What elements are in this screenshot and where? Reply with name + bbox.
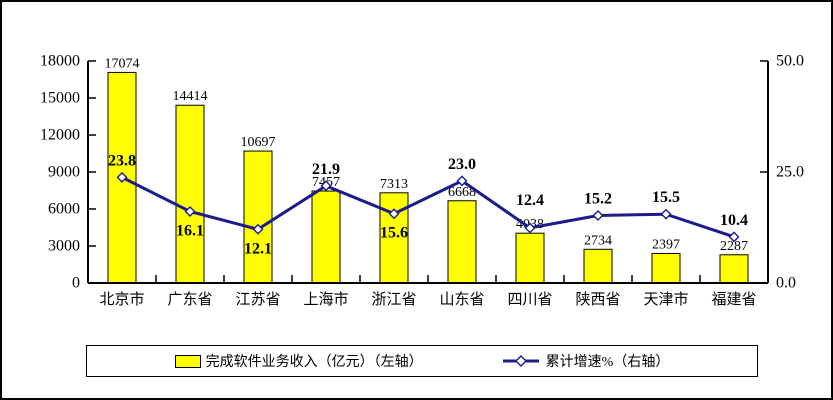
growth-marker bbox=[388, 208, 400, 220]
growth-value-label: 23.0 bbox=[448, 156, 476, 173]
growth-marker bbox=[592, 210, 604, 222]
legend-diamond-icon bbox=[514, 355, 527, 367]
growth-marker bbox=[252, 223, 264, 235]
growth-value-label: 15.2 bbox=[584, 191, 612, 208]
bar-value-label: 2287 bbox=[720, 239, 748, 254]
left-tick-label: 15000 bbox=[40, 90, 80, 107]
category-label: 浙江省 bbox=[371, 291, 416, 308]
left-tick-label: 3000 bbox=[48, 238, 80, 255]
growth-marker bbox=[728, 231, 740, 243]
bar-福建省 bbox=[719, 254, 749, 284]
legend-label-revenue: 完成软件业务收入（亿元）（左轴） bbox=[205, 355, 423, 370]
category-label: 广东省 bbox=[167, 291, 212, 308]
bar-江苏省 bbox=[243, 150, 273, 284]
growth-marker bbox=[524, 222, 536, 234]
growth-value-label: 16.1 bbox=[176, 223, 204, 240]
growth-line bbox=[121, 175, 735, 239]
left-tick-label: 6000 bbox=[48, 201, 80, 218]
category-label: 天津市 bbox=[643, 291, 688, 308]
category-label: 陕西省 bbox=[575, 291, 620, 308]
right-tick-label: 25.0 bbox=[776, 164, 804, 181]
bar-value-label: 14414 bbox=[173, 89, 208, 104]
bar-四川省 bbox=[515, 232, 545, 284]
legend-label-growth: 累计增速%（右轴） bbox=[545, 355, 670, 370]
growth-value-label: 12.4 bbox=[516, 192, 544, 209]
category-label: 四川省 bbox=[507, 291, 552, 308]
revenue-bar-swatch-icon bbox=[174, 354, 201, 368]
bar-上海市 bbox=[311, 190, 341, 284]
left-tick-label: 18000 bbox=[40, 53, 80, 70]
legend: 完成软件业务收入（亿元）（左轴） 累计增速%（右轴） bbox=[86, 345, 758, 377]
bar-广东省 bbox=[175, 104, 205, 284]
left-tick-label: 9000 bbox=[48, 164, 80, 181]
growth-marker bbox=[116, 171, 128, 183]
bar-value-label: 2397 bbox=[652, 237, 680, 252]
right-tick-label: 0.0 bbox=[776, 275, 796, 292]
bar-value-label: 10697 bbox=[241, 135, 276, 150]
category-label: 江苏省 bbox=[235, 291, 280, 308]
bar-天津市 bbox=[651, 252, 681, 284]
growth-value-label: 15.6 bbox=[380, 225, 408, 242]
growth-line-icon bbox=[502, 355, 539, 367]
growth-value-label: 23.8 bbox=[108, 152, 136, 169]
growth-marker bbox=[184, 206, 196, 218]
bar-山东省 bbox=[447, 200, 477, 284]
bar-value-label: 6668 bbox=[448, 185, 476, 200]
bar-value-label: 17074 bbox=[105, 56, 140, 71]
growth-value-label: 12.1 bbox=[244, 240, 272, 257]
category-label: 上海市 bbox=[303, 291, 348, 308]
growth-value-label: 10.4 bbox=[720, 212, 748, 229]
category-label: 山东省 bbox=[439, 291, 484, 308]
growth-marker bbox=[660, 208, 672, 220]
growth-marker bbox=[320, 180, 332, 192]
bar-value-label: 7313 bbox=[380, 177, 408, 192]
growth-value-label: 15.5 bbox=[652, 189, 680, 206]
bar-value-label: 2734 bbox=[584, 233, 612, 248]
left-tick-label: 12000 bbox=[40, 127, 80, 144]
legend-item-revenue: 完成软件业务收入（亿元）（左轴） bbox=[174, 351, 423, 371]
growth-value-label: 21.9 bbox=[312, 161, 340, 178]
growth-marker bbox=[456, 175, 468, 187]
category-label: 福建省 bbox=[711, 291, 756, 308]
left-tick-label: 0 bbox=[72, 275, 80, 292]
legend-item-growth: 累计增速%（右轴） bbox=[501, 351, 670, 371]
right-tick-label: 50.0 bbox=[776, 53, 804, 70]
category-label: 北京市 bbox=[99, 291, 144, 308]
bar-陕西省 bbox=[583, 248, 613, 284]
